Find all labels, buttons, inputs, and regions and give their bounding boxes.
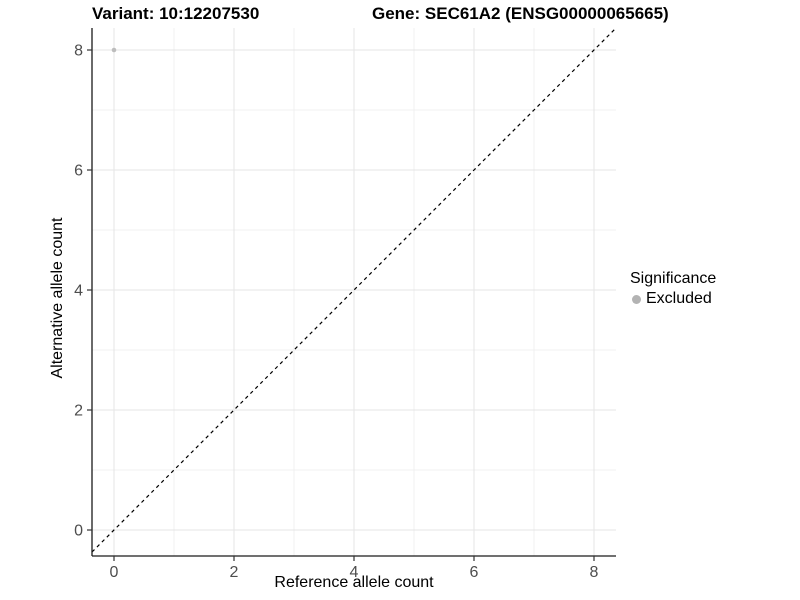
y-axis-title: Alternative allele count [49,217,66,379]
data-point [111,47,117,53]
identity-line [91,27,617,553]
x-axis-title: Reference allele count [274,574,434,591]
y-tick-label: 0 [74,523,83,540]
x-tick-label: 2 [230,564,239,581]
x-tick-label: 6 [470,564,479,581]
y-tick-label: 8 [74,43,83,60]
y-tick-label: 4 [74,283,83,300]
legend: Significance Excluded [630,270,716,308]
legend-item-label: Excluded [646,290,712,307]
y-tick-label: 6 [74,163,83,180]
gene-title: Gene: SEC61A2 (ENSG00000065665) [372,4,669,23]
excluded-point-icon [632,294,641,304]
legend-title: Significance [630,270,717,287]
legend-item-excluded: Excluded [630,290,716,308]
x-tick-label: 8 [590,564,599,581]
x-tick-label: 0 [110,564,119,581]
variant-title: Variant: 10:12207530 [92,4,260,23]
x-tick-label: 4 [350,564,359,581]
y-tick-label: 2 [74,403,83,420]
